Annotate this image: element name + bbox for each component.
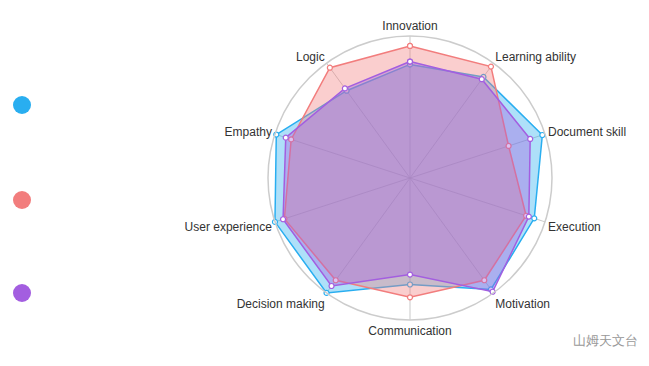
svg-text:Logic: Logic bbox=[296, 50, 325, 64]
svg-text:Communication: Communication bbox=[368, 324, 451, 338]
svg-text:User experience: User experience bbox=[185, 220, 273, 234]
svg-text:Document skill: Document skill bbox=[548, 125, 626, 139]
svg-text:Learning ability: Learning ability bbox=[495, 50, 576, 64]
svg-text:Innovation: Innovation bbox=[382, 19, 437, 33]
svg-text:Motivation: Motivation bbox=[495, 297, 550, 311]
svg-text:Decision making: Decision making bbox=[237, 297, 325, 311]
svg-text:山姆天文台: 山姆天文台 bbox=[573, 333, 638, 348]
svg-text:Execution: Execution bbox=[548, 220, 601, 234]
svg-text:Empathy: Empathy bbox=[225, 125, 272, 139]
